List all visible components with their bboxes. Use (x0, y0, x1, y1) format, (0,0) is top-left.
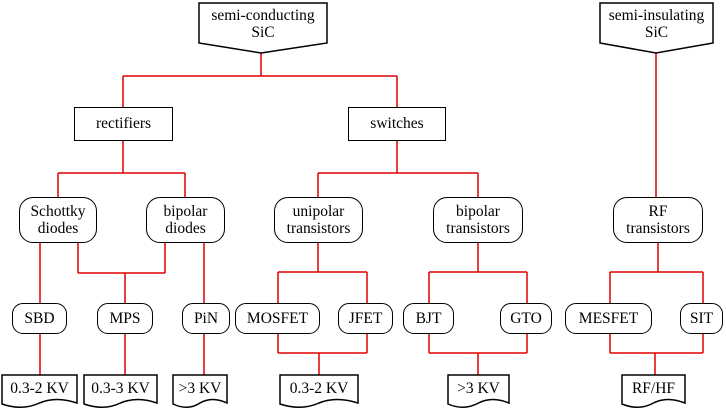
node-rectifiers: rectifiers (74, 107, 173, 141)
node-bjt: BJT (403, 303, 454, 334)
node-semi-conducting-sic: semi-conducting SiC (211, 6, 315, 42)
node-switches: switches (348, 107, 446, 141)
connector-conducting-root (122, 53, 398, 107)
node-pin: PiN (182, 303, 230, 334)
connector-bjt-gto-merge (428, 334, 528, 375)
document-shape-rating-sbd (1, 374, 78, 408)
node-jfet: JFET (338, 303, 393, 334)
rating-bipolar: >3 KV (457, 380, 500, 398)
node-unipolar-transistors: unipolar transistors (274, 197, 363, 243)
pennant-shape-semi-insulating (599, 2, 714, 54)
rating-pin: >3 KV (178, 380, 222, 398)
document-shape-rating-pin (172, 374, 228, 408)
document-shape-rating-rf (621, 374, 686, 408)
connector-rectifiers-children (57, 141, 186, 197)
document-shape-rating-unipolar (279, 374, 359, 408)
node-bipolar-diodes: bipolar diodes (146, 197, 225, 243)
rating-unipolar: 0.3-2 KV (289, 380, 349, 398)
node-mosfet: MOSFET (235, 303, 320, 334)
connector-bipolar-transistors-children (428, 243, 528, 303)
node-gto: GTO (500, 303, 552, 334)
node-sbd: SBD (12, 303, 67, 334)
connector-diodes-to-devices (39, 243, 205, 303)
node-sit: SIT (680, 303, 723, 334)
connector-rf-children (609, 243, 704, 303)
connector-devices-to-ratings-left (39, 334, 205, 375)
rating-mps: 0.3-3 KV (91, 380, 150, 398)
node-semi-insulating-sic: semi-insulating SiC (608, 6, 705, 42)
connector-lines (39, 53, 704, 375)
pennant-shapes (198, 2, 714, 54)
connector-mesfet-sit-merge (609, 334, 704, 375)
node-mps: MPS (97, 303, 153, 334)
pennant-shape-semi-conducting (198, 2, 328, 54)
node-bipolar-transistors: bipolar transistors (433, 197, 523, 243)
rating-rf: RF/HF (631, 380, 676, 398)
node-rf-transistors: RF transistors (613, 197, 703, 243)
rating-sbd: 0.3-2 KV (10, 380, 69, 398)
node-schottky-diodes: Schottky diodes (19, 197, 97, 243)
document-shapes (1, 374, 686, 408)
document-shape-rating-mps (83, 374, 158, 408)
connector-unipolar-children (277, 243, 368, 303)
document-shape-rating-bipolar (447, 374, 510, 408)
connector-switches-children (317, 141, 479, 197)
connector-mosfet-jfet-merge (277, 334, 368, 375)
node-mesfet: MESFET (565, 303, 652, 334)
